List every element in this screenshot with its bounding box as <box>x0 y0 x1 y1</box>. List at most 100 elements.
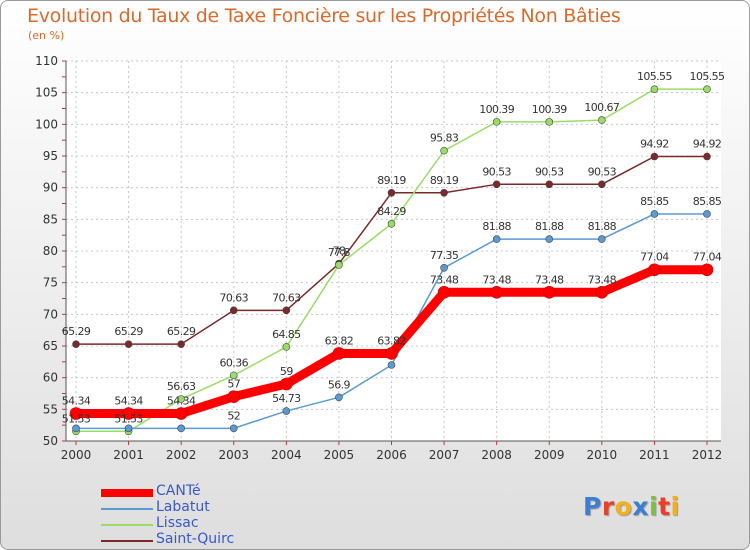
logo-letter: i <box>649 492 659 521</box>
data-point <box>598 116 606 124</box>
x-tick-label: 2001 <box>113 448 144 462</box>
x-tick-label: 2000 <box>61 448 92 462</box>
data-label: 100.39 <box>532 103 567 116</box>
data-label: 77.04 <box>693 251 722 264</box>
data-point <box>650 152 659 161</box>
data-label: 95.83 <box>430 132 459 145</box>
x-tick-label: 2009 <box>534 448 565 462</box>
legend-label: Saint-Quirc <box>156 531 235 547</box>
data-point <box>335 261 343 269</box>
data-point <box>492 235 501 243</box>
data-point <box>545 180 554 189</box>
y-tick-label: 70 <box>43 307 58 321</box>
data-label: 73.48 <box>430 273 459 286</box>
y-tick-label: 50 <box>43 434 58 448</box>
data-label: 90.53 <box>588 165 617 178</box>
data-label: 54.73 <box>272 392 301 405</box>
data-label: 52 <box>227 409 240 422</box>
y-tick-label: 65 <box>43 339 58 353</box>
data-point <box>335 393 343 402</box>
x-tick-label: 2004 <box>271 448 302 462</box>
y-tick-label: 90 <box>43 181 58 195</box>
data-label: 73.48 <box>482 273 511 286</box>
data-label: 89.19 <box>377 174 406 187</box>
data-point <box>545 118 554 126</box>
data-point <box>492 118 501 126</box>
data-point <box>174 407 188 420</box>
y-tick-label: 55 <box>43 402 58 416</box>
legend-swatch <box>101 540 153 542</box>
data-label: 63.82 <box>325 334 354 347</box>
data-label: 77.04 <box>640 251 669 264</box>
data-point <box>229 424 238 433</box>
data-label: 54.34 <box>167 395 196 408</box>
x-tick-label: 2011 <box>639 448 670 462</box>
data-label: 51.53 <box>114 412 143 425</box>
data-point <box>387 361 396 369</box>
legend-swatch <box>101 508 153 510</box>
x-tick-label: 2002 <box>166 448 197 462</box>
data-label: 56.9 <box>328 378 351 391</box>
data-point <box>648 263 661 277</box>
data-label: 84.29 <box>377 205 406 218</box>
data-point <box>177 395 185 403</box>
data-point <box>650 85 659 93</box>
data-label: 100.67 <box>584 101 619 114</box>
data-point <box>440 263 448 272</box>
data-point <box>703 210 711 218</box>
data-label: 64.85 <box>272 328 301 341</box>
data-label: 65.29 <box>114 325 143 338</box>
proxiti-logo: Proxiti <box>583 492 680 521</box>
logo-letter: r <box>601 492 615 521</box>
data-point <box>440 146 448 155</box>
y-tick-label: 80 <box>43 244 58 258</box>
data-label: 78 <box>333 245 346 258</box>
y-tick-label: 75 <box>43 276 58 290</box>
data-point <box>282 306 291 315</box>
data-point <box>387 220 396 228</box>
data-point <box>437 285 451 299</box>
x-tick-label: 2008 <box>481 448 512 462</box>
data-label: 89.19 <box>430 174 459 187</box>
data-point <box>124 424 133 433</box>
data-label: 70.63 <box>272 291 301 304</box>
data-point <box>703 85 711 93</box>
data-point <box>703 152 711 161</box>
x-tick-label: 2010 <box>587 448 618 462</box>
logo-letter: i <box>670 492 680 521</box>
data-point <box>72 340 80 348</box>
data-label: 60.36 <box>220 356 249 369</box>
data-label: 90.53 <box>482 165 511 178</box>
legend-swatch <box>101 524 153 526</box>
data-point <box>332 347 346 360</box>
data-label: 54.34 <box>114 395 143 408</box>
x-tick-label: 2006 <box>376 448 407 462</box>
legend-label: Labatut <box>156 499 210 515</box>
data-point <box>542 285 556 299</box>
data-point <box>122 407 135 420</box>
chart-title: Evolution du Taux de Taxe Foncière sur l… <box>27 5 621 27</box>
data-label: 100.39 <box>479 103 514 116</box>
data-label: 73.48 <box>535 273 564 286</box>
data-label: 59 <box>280 365 293 378</box>
data-point <box>69 407 83 420</box>
x-tick-label: 2005 <box>324 448 355 462</box>
data-point <box>280 377 293 391</box>
data-point <box>598 235 606 243</box>
data-label: 94.92 <box>640 138 669 151</box>
data-point <box>385 347 398 360</box>
data-label: 65.29 <box>62 325 91 338</box>
data-label: 90.53 <box>535 165 564 178</box>
logo-letter: P <box>583 492 602 521</box>
y-tick-label: 110 <box>35 54 58 68</box>
data-label: 73.48 <box>588 273 617 286</box>
data-label: 63.82 <box>377 334 406 347</box>
data-point <box>700 263 714 277</box>
x-tick-label: 2012 <box>692 448 723 462</box>
y-tick-label: 105 <box>35 86 58 100</box>
data-label: 77.8 <box>328 246 351 259</box>
data-point <box>490 285 503 299</box>
data-label: 105.55 <box>690 70 725 83</box>
x-tick-label: 2007 <box>429 448 460 462</box>
